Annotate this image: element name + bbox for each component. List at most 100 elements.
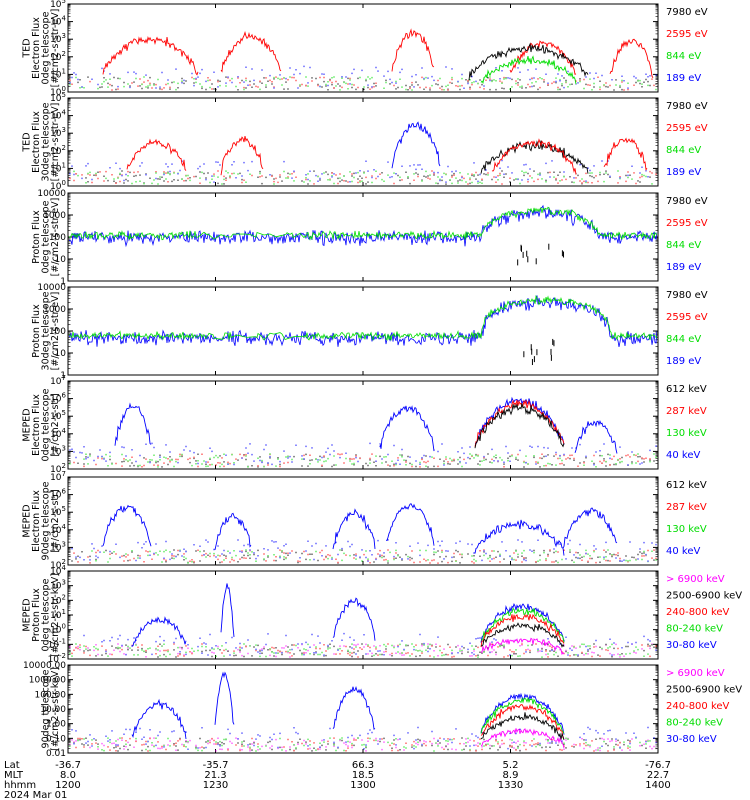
legend-entry: 844 eV [666, 145, 701, 156]
series-burst [214, 512, 252, 550]
y-tick-label: 1 [60, 277, 66, 287]
noise-trace [69, 65, 657, 89]
y-axis-label: [#/cm2-s-str-eV] [50, 292, 61, 371]
x-tick-mlt: 8.0 [60, 770, 76, 781]
series-burst [332, 597, 376, 641]
y-axis-label: Electron Flux [31, 17, 42, 79]
y-tick-label: 101 [50, 161, 66, 174]
x-tick-hhmm: 1200 [55, 780, 80, 791]
y-axis-label: Proton Flux [31, 588, 42, 642]
y-tick-label: 102 [50, 558, 66, 571]
data-traces [69, 28, 657, 91]
series-burst [332, 685, 376, 730]
y-axis-label: Electron Flux [31, 111, 42, 173]
series-burst [102, 504, 152, 547]
y-axis-label: 30deg telescope [41, 102, 52, 181]
noise-trace [91, 549, 657, 564]
y-tick-label: 104 [50, 564, 66, 577]
y-tick-label: 103 [50, 32, 66, 45]
y-tick-label: 1000.00 [29, 676, 66, 686]
series-burst [609, 38, 654, 79]
legend-entry: 189 eV [666, 356, 701, 367]
y-axis-label: 0deg telescope [41, 388, 52, 461]
y-tick-label: 1.00 [46, 720, 66, 730]
legend-entry: 2500-6900 keV [666, 685, 742, 696]
series-burst [480, 55, 577, 85]
date-label: 2024 Mar 01 [4, 790, 67, 800]
y-axis-label: 90deg telescope [41, 669, 52, 748]
series-burst [468, 42, 589, 81]
series-burst [474, 403, 565, 449]
y-axis-label: Electron Flux [31, 490, 42, 552]
y-tick-label: 106 [50, 488, 66, 501]
y-tick-label: 1000 [43, 211, 66, 221]
y-axis-label: [#/cm2-s-str-keV] [50, 573, 61, 657]
panel-frame [67, 664, 659, 754]
legend-entry: 2595 eV [666, 123, 708, 134]
data-traces [69, 503, 657, 564]
y-axis-label: 0deg telescope [41, 578, 52, 651]
series-burst [102, 35, 199, 76]
legend-entry: 30-80 keV [666, 640, 717, 651]
series-burst [220, 136, 264, 176]
legend-entry: 2595 eV [666, 29, 708, 40]
legend-entry: > 6900 keV [666, 668, 725, 679]
y-axis-label: 90deg telescope [41, 481, 52, 560]
legend-entry: 7980 eV [666, 7, 708, 18]
legend-entry: 40 keV [666, 450, 700, 461]
series-burst [474, 519, 565, 556]
y-tick-label: 105 [50, 0, 66, 10]
y-axis-label: Proton Flux [31, 304, 42, 358]
legend-entry: 130 keV [666, 524, 707, 535]
series-burst [574, 419, 618, 454]
series-burst [386, 503, 435, 546]
legend-entry: 7980 eV [666, 290, 708, 301]
legend-entry: 287 keV [666, 406, 707, 417]
series-burst [480, 613, 565, 648]
y-tick-label: 103 [50, 540, 66, 553]
x-tick-lat: -35.7 [203, 760, 229, 771]
series-burst [391, 121, 441, 169]
data-traces [69, 294, 657, 366]
x-tick-mlt: 22.7 [647, 770, 669, 781]
legend-entry: 80-240 keV [666, 624, 723, 635]
data-traces [69, 204, 657, 266]
y-tick-label: 104 [50, 427, 66, 440]
legend-entry: 2500-6900 keV [666, 591, 742, 602]
data-traces [69, 671, 657, 752]
y-tick-label: 105 [50, 91, 66, 104]
y-tick-label: 0.10 [46, 734, 66, 744]
y-tick-label: 107 [50, 470, 66, 483]
noise-trace [73, 170, 653, 185]
legend-entry: 7980 eV [666, 101, 708, 112]
noise-trace [69, 643, 649, 658]
y-axis-label: Electron Flux [31, 394, 42, 456]
data-traces [69, 583, 657, 658]
x-tick-lat: -76.7 [645, 760, 671, 771]
series-burst [131, 698, 187, 740]
y-axis-label: TED [22, 38, 33, 58]
series-burst [379, 405, 435, 452]
y-tick-label: 107 [50, 374, 66, 387]
y-tick-label: 102 [50, 593, 66, 606]
y-axis-label: [#/cm2-s-str-eV] [50, 103, 61, 182]
legend-entry: 2595 eV [666, 218, 708, 229]
y-axis-label: TED [22, 132, 33, 152]
series-burst [480, 704, 565, 739]
legend-entry: 844 eV [666, 51, 701, 62]
series-burst [220, 31, 282, 73]
y-tick-label: 103 [50, 444, 66, 457]
y-tick-label: 105 [50, 505, 66, 518]
series-burst [131, 616, 187, 647]
y-tick-label: 104 [50, 15, 66, 28]
legend-entry: 30-80 keV [666, 734, 717, 745]
noise-trace [71, 726, 657, 750]
x-tick-mlt: 8.9 [503, 770, 519, 781]
y-tick-label: 1000 [43, 305, 66, 315]
x-tick-hhmm: 1230 [203, 780, 228, 791]
